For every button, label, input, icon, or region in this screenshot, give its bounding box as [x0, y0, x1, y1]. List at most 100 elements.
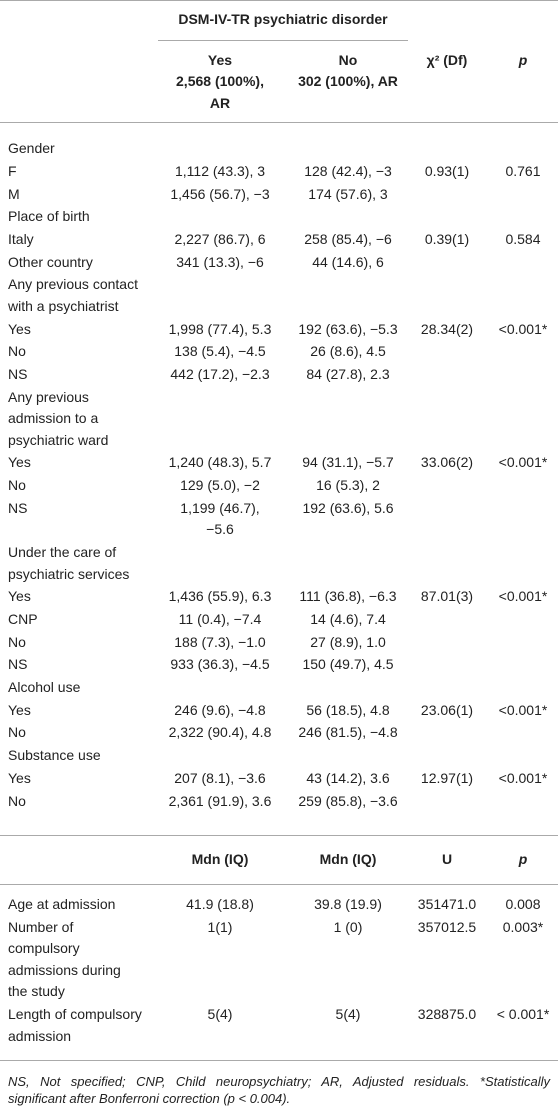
cell-text: Mdn (IQ): [191, 850, 249, 867]
rule-line: [0, 1060, 558, 1061]
cell-text: 28.34(2): [420, 320, 474, 337]
row-label: psychiatric services: [8, 565, 130, 582]
row-label: Other country: [8, 253, 93, 270]
cell-text: 0.93(1): [424, 162, 470, 179]
cell-text: <0.001*: [498, 320, 548, 337]
row-label: No: [8, 633, 26, 650]
row-label: Italy: [8, 231, 34, 248]
row-label: admission: [8, 1027, 72, 1044]
cell-text: <0.001*: [498, 454, 548, 471]
cell-text: 1,240 (48.3), 5.7: [168, 454, 272, 471]
cell-text: 2,361 (91.9), 3.6: [168, 792, 272, 809]
cell-text: 0.39(1): [424, 231, 470, 248]
row-label: Yes: [8, 701, 31, 718]
row-label: No: [8, 477, 26, 494]
row-label: psychiatric ward: [8, 431, 109, 448]
row-label: Yes: [8, 588, 31, 605]
cell-text: 11 (0.4), −7.4: [178, 610, 262, 627]
row-label: Yes: [8, 454, 31, 471]
row-label: M: [8, 185, 20, 202]
cell-text: 12.97(1): [420, 769, 474, 786]
cell-text: 192 (63.6), −5.3: [298, 320, 398, 337]
cell-text: 259 (85.8), −3.6: [298, 792, 398, 809]
row-label: admission to a: [8, 410, 99, 427]
cell-text: 1,456 (56.7), −3: [170, 185, 270, 202]
cell-text: 258 (85.4), −6: [304, 231, 392, 248]
row-label: Yes: [8, 769, 31, 786]
row-label: Any previous: [8, 388, 89, 405]
cell-text: 1,112 (43.3), 3: [174, 162, 266, 179]
cell-text: 41.9 (18.8): [186, 896, 254, 913]
cell-text: 2,322 (90.4), 4.8: [168, 724, 272, 741]
cell-text: 328875.0: [417, 1006, 477, 1023]
cell-text: 1(1): [207, 918, 233, 935]
row-label: CNP: [8, 610, 38, 627]
cell-text: 0.761: [505, 162, 541, 179]
cell-text: 442 (17.2), −2.3: [170, 366, 270, 383]
cell-text: 192 (63.6), 5.6: [302, 499, 394, 516]
row-label: F: [8, 162, 17, 179]
cell-text: 1,199 (46.7),: [180, 499, 260, 516]
rule-line: [0, 884, 558, 885]
row-label: compulsory: [8, 940, 80, 957]
cell-text: 174 (57.6), 3: [308, 185, 388, 202]
cell-text: 2,568 (100%),: [176, 73, 264, 89]
cell-text: Yes: [207, 51, 233, 68]
cell-text: −5.6: [206, 521, 234, 538]
cell-text: 5(4): [335, 1006, 361, 1023]
row-label: No: [8, 724, 26, 741]
row-label: Under the care of: [8, 544, 117, 561]
cell-text: p: [518, 850, 528, 867]
cell-text: <0.001*: [498, 769, 548, 786]
cell-text: 43 (14.2), 3.6: [306, 769, 390, 786]
cell-text: 246 (81.5), −4.8: [298, 724, 398, 741]
cell-text: 56 (18.5), 4.8: [306, 701, 390, 718]
rule-line: [158, 40, 408, 41]
row-label: Yes: [8, 320, 31, 337]
cell-text: <0.001*: [498, 588, 548, 605]
row-label: Length of compulsory: [8, 1006, 142, 1023]
row-label: Age at admission: [8, 896, 116, 913]
row-label: Place of birth: [8, 208, 90, 225]
cell-text: 5(4): [207, 1006, 233, 1023]
cell-text: AR: [209, 94, 231, 111]
row-label: Gender: [8, 140, 55, 157]
cell-text: 44 (14.6), 6: [312, 253, 384, 270]
cell-text: 302 (100%), AR: [298, 73, 398, 89]
cell-text: χ² (Df): [426, 51, 468, 68]
footnote: significant after Bonferroni correction …: [8, 1091, 291, 1106]
rule-line: [0, 0, 558, 1]
cell-text: 128 (42.4), −3: [304, 162, 392, 179]
cell-text: 1,998 (77.4), 5.3: [168, 320, 272, 337]
cell-text: 33.06(2): [420, 454, 474, 471]
cell-text: U: [441, 850, 453, 867]
cell-text: 1 (0): [333, 918, 363, 935]
cell-text: 84 (27.8), 2.3: [306, 366, 390, 383]
row-label: Substance use: [8, 747, 101, 764]
row-label: NS: [8, 656, 28, 673]
cell-text: 14 (4.6), 7.4: [310, 610, 386, 627]
row-label: admissions during: [8, 961, 121, 978]
cell-text: 0.008: [505, 896, 541, 913]
cell-text: 1,436 (55.9), 6.3: [168, 588, 272, 605]
cell-text: 188 (7.3), −1.0: [174, 633, 266, 650]
rule-line: [0, 835, 558, 836]
cell-text: 2,227 (86.7), 6: [174, 231, 266, 248]
row-label: with a psychiatrist: [8, 297, 119, 314]
cell-text: 87.01(3): [420, 588, 474, 605]
group-header: DSM-IV-TR psychiatric disorder: [178, 11, 388, 27]
rule-line: [0, 122, 558, 123]
row-label: Number of: [8, 918, 74, 935]
row-label: Alcohol use: [8, 679, 81, 696]
cell-text: 138 (5.4), −4.5: [174, 343, 266, 360]
row-label: NS: [8, 366, 28, 383]
row-label: Any previous contact: [8, 276, 138, 293]
cell-text: Mdn (IQ): [319, 850, 377, 867]
cell-text: 0.003*: [502, 918, 544, 935]
cell-text: 341 (13.3), −6: [176, 253, 264, 270]
cell-text: 0.584: [505, 231, 541, 248]
cell-text: 129 (5.0), −2: [180, 477, 260, 494]
cell-text: 246 (9.6), −4.8: [174, 701, 266, 718]
cell-text: 94 (31.1), −5.7: [302, 454, 394, 471]
